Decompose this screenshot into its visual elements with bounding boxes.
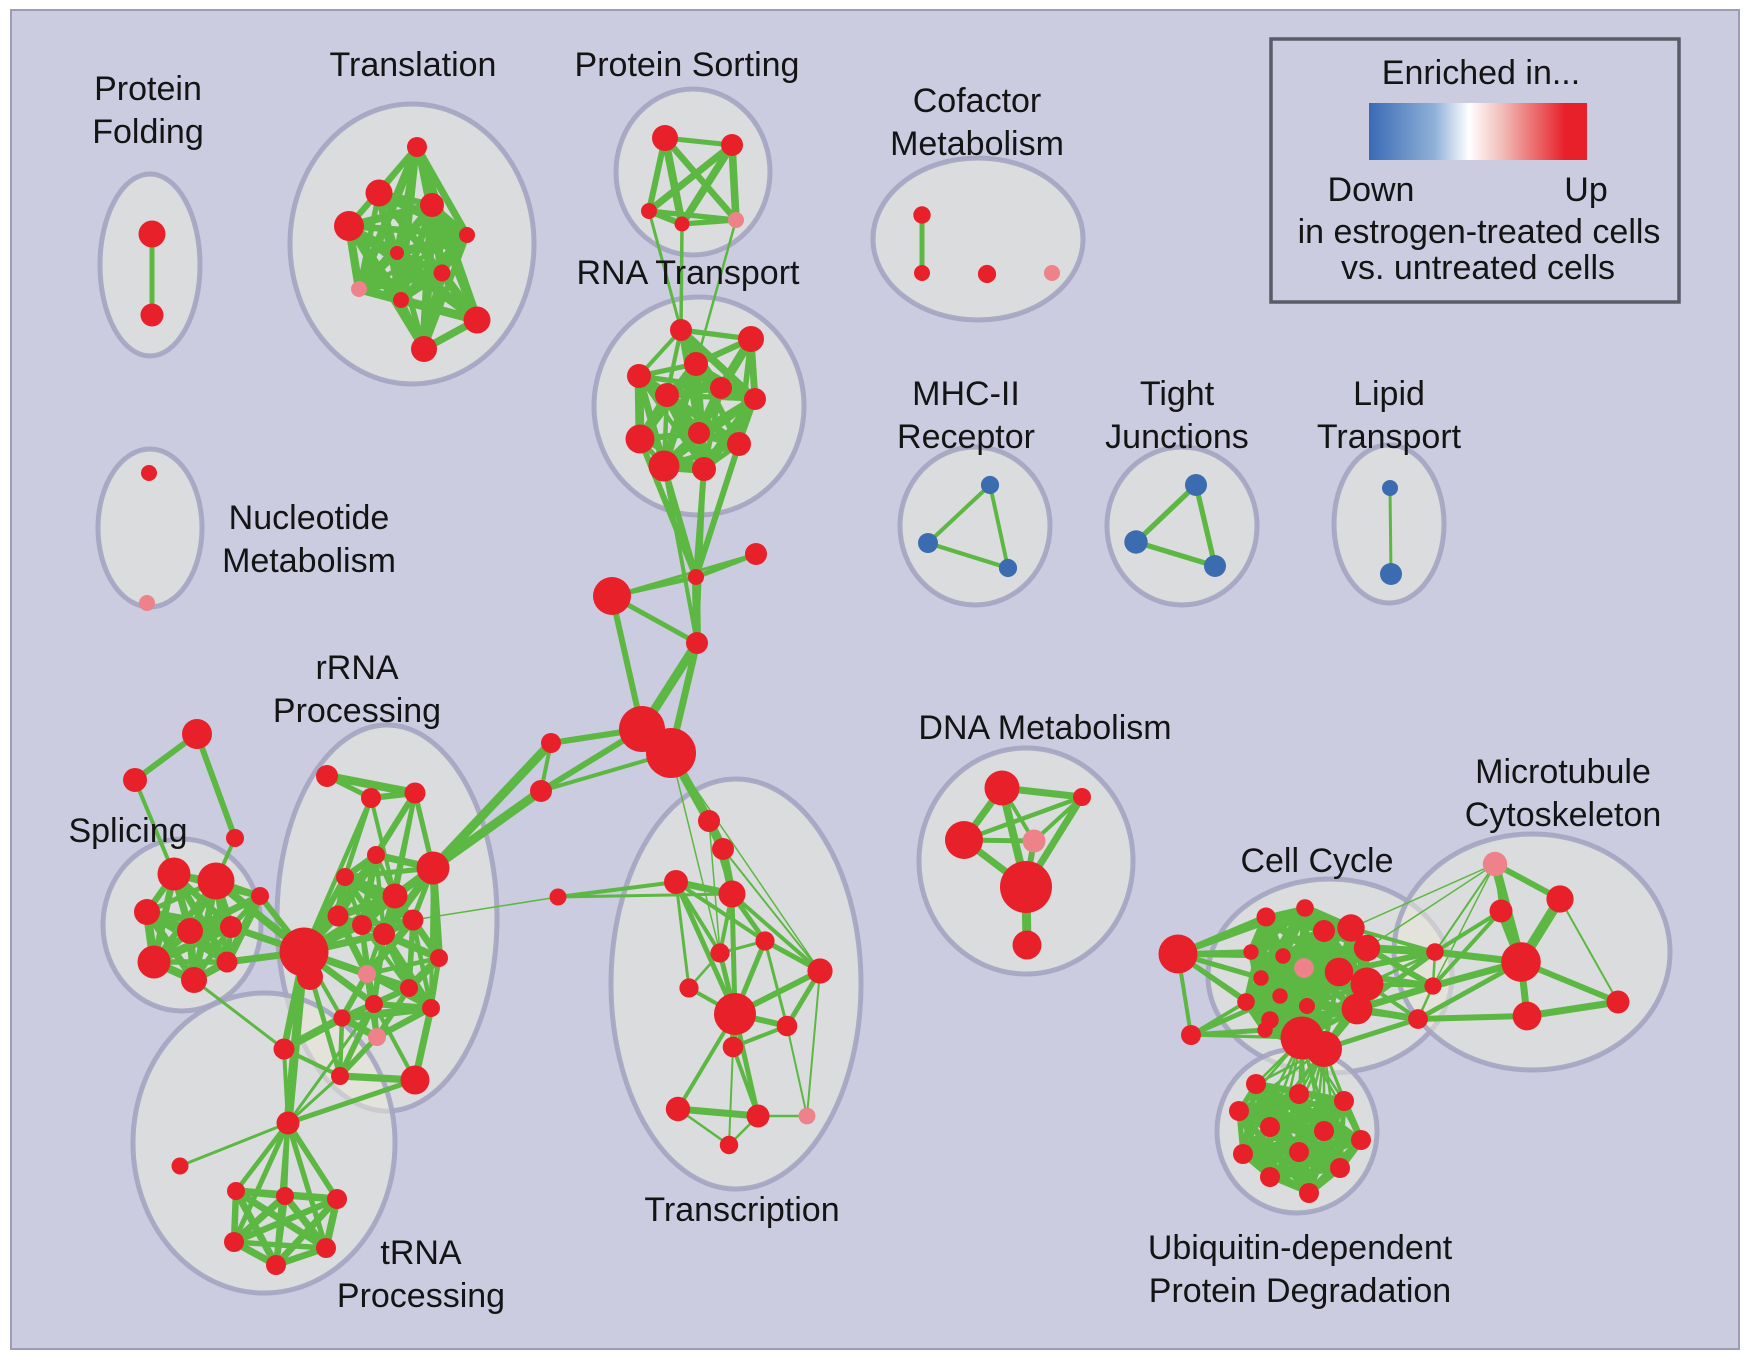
svg-text:Tight: Tight: [1140, 375, 1215, 413]
svg-text:Nucleotide: Nucleotide: [229, 499, 390, 537]
svg-text:MHC-II: MHC-II: [912, 375, 1020, 413]
svg-text:rRNA: rRNA: [315, 649, 398, 687]
svg-text:Splicing: Splicing: [68, 812, 187, 850]
svg-text:Receptor: Receptor: [897, 418, 1035, 456]
svg-text:Metabolism: Metabolism: [222, 542, 396, 580]
svg-text:Microtubule: Microtubule: [1475, 753, 1651, 791]
svg-text:Transcription: Transcription: [644, 1191, 839, 1229]
svg-text:RNA Transport: RNA Transport: [577, 254, 801, 292]
svg-text:Protein Sorting: Protein Sorting: [575, 46, 800, 84]
svg-text:Transport: Transport: [1317, 418, 1462, 456]
svg-text:tRNA: tRNA: [380, 1234, 462, 1272]
svg-text:Up: Up: [1564, 171, 1607, 209]
svg-text:DNA Metabolism: DNA Metabolism: [918, 709, 1171, 747]
svg-text:vs. untreated cells: vs. untreated cells: [1341, 249, 1615, 287]
svg-text:Ubiquitin-dependent: Ubiquitin-dependent: [1148, 1229, 1453, 1267]
svg-text:Lipid: Lipid: [1353, 375, 1425, 413]
svg-text:Protein: Protein: [94, 70, 202, 108]
svg-text:Processing: Processing: [337, 1277, 505, 1315]
svg-text:Junctions: Junctions: [1105, 418, 1249, 456]
svg-text:Translation: Translation: [330, 46, 497, 84]
svg-text:in estrogen-treated cells: in estrogen-treated cells: [1298, 213, 1661, 251]
svg-text:Cofactor: Cofactor: [913, 82, 1042, 120]
svg-text:Protein Degradation: Protein Degradation: [1149, 1272, 1451, 1310]
svg-text:Processing: Processing: [273, 692, 441, 730]
svg-text:Enriched in...: Enriched in...: [1382, 54, 1580, 92]
svg-text:Down: Down: [1328, 171, 1415, 209]
svg-text:Folding: Folding: [92, 113, 204, 151]
svg-text:Cell Cycle: Cell Cycle: [1240, 842, 1393, 880]
svg-text:Cytoskeleton: Cytoskeleton: [1465, 796, 1662, 834]
svg-text:Metabolism: Metabolism: [890, 125, 1064, 163]
